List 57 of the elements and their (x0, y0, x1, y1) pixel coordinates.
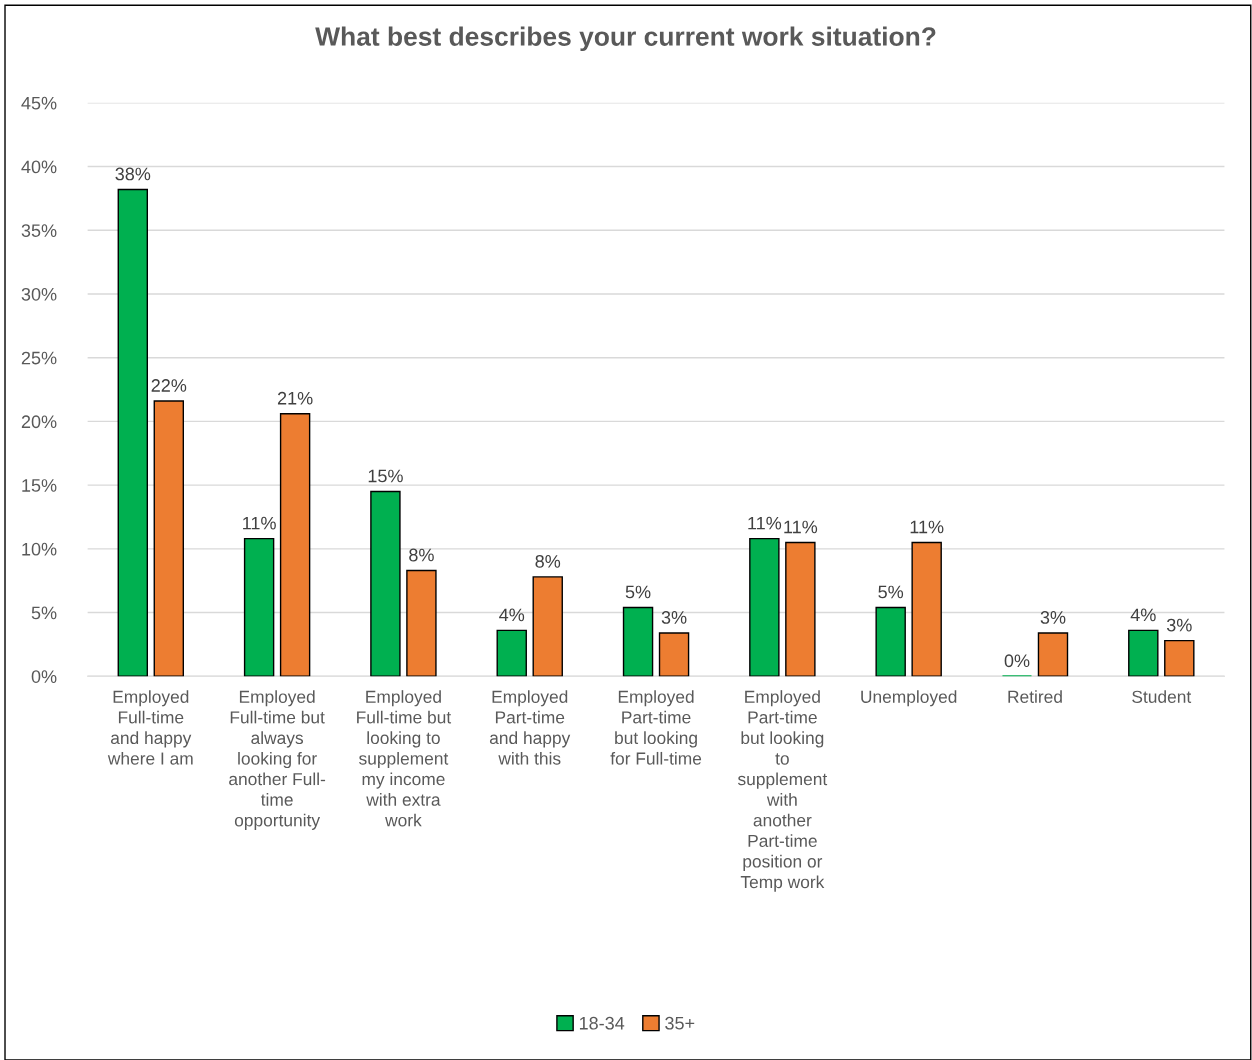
x-tick-label: Student (1132, 690, 1192, 703)
bar (1128, 629, 1159, 677)
x-tick-label: Unemployed (861, 690, 957, 707)
bar (532, 576, 563, 677)
x-tick-label: Retired (1008, 690, 1062, 703)
bar (785, 541, 816, 677)
data-label: 11% (910, 520, 944, 534)
data-label: 5% (878, 585, 904, 599)
legend-label: 35+ (665, 1016, 695, 1030)
data-label: 4% (1130, 608, 1156, 622)
data-label: 15% (368, 469, 403, 483)
bar (1164, 639, 1195, 677)
data-label: 5% (625, 585, 651, 599)
data-label: 3% (1040, 611, 1066, 624)
y-tick-label: 0% (31, 670, 57, 683)
data-label: 11% (784, 520, 818, 534)
data-label: 11% (748, 516, 782, 530)
bar (153, 400, 185, 677)
y-tick-label: 40% (21, 160, 57, 174)
bar (749, 537, 780, 677)
data-label: 3% (1166, 618, 1192, 632)
bar (279, 413, 311, 677)
legend-label: 18-34 (579, 1016, 625, 1030)
x-tick-label: Employed Part-time but looking for Full-time (610, 690, 702, 765)
y-tick-label: 30% (21, 287, 57, 301)
data-label: 8% (535, 554, 561, 568)
y-tick-label: 10% (22, 542, 57, 556)
data-label: 0% (1004, 654, 1030, 668)
data-label: 21% (277, 391, 313, 405)
bar (243, 537, 275, 677)
bar (496, 629, 527, 677)
y-tick-label: 35% (21, 224, 57, 237)
data-label: 3% (661, 611, 687, 624)
x-tick-label: Employed Full-time and happy where I am (107, 690, 193, 765)
x-tick-label: Employed Part-time and happy with this (489, 690, 571, 765)
x-tick-label: Employed Full-time but looking to supplement my income with extra work (357, 690, 452, 827)
y-tick-label: 20% (21, 415, 57, 429)
data-label: 38% (115, 167, 151, 181)
y-tick-label: 15% (22, 479, 57, 492)
category-label: Employed Part-time but looking to supplement with another Part-time position or Temp work (737, 690, 828, 892)
data-label: 22% (151, 379, 187, 392)
data-label: 8% (409, 548, 434, 562)
bar (875, 606, 906, 677)
x-tick-label: Employed Full-time but always looking for another Full- time opportunity (229, 690, 326, 830)
bar (406, 569, 437, 677)
bar (1037, 632, 1069, 677)
y-tick-label: 5% (31, 606, 57, 620)
bar (622, 606, 654, 677)
bar (370, 490, 401, 677)
y-tick-label: 25% (21, 351, 57, 365)
bar (117, 188, 149, 677)
bar (658, 632, 690, 677)
data-label: 4% (499, 608, 525, 622)
chart-title: What best describes your current work situation? (315, 26, 936, 52)
bar (911, 541, 942, 677)
data-label: 11% (243, 516, 276, 530)
y-tick-label: 45% (21, 96, 57, 110)
